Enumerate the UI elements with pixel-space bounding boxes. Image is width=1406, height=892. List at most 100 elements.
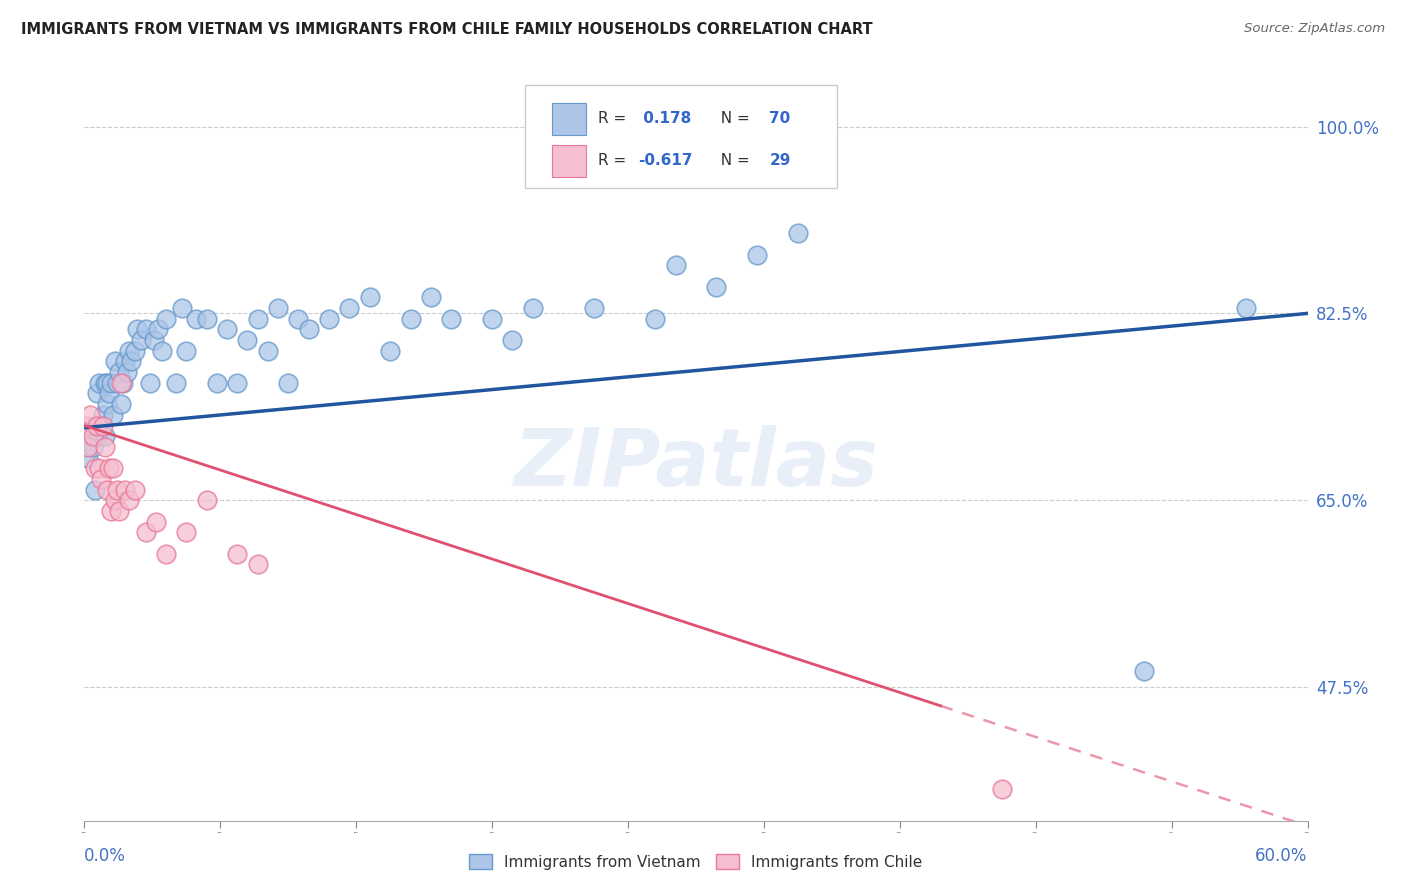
Point [93,376,115,390]
Point [82,440,104,454]
Point [104,493,127,508]
Point [142,333,165,347]
Point [318,311,340,326]
Point [114,483,136,497]
Point [97,386,120,401]
Point [277,376,299,390]
Point [96,483,118,497]
Point [339,301,361,315]
Point [481,311,503,326]
Point [100,376,122,390]
Point [246,558,269,572]
Point [174,525,197,540]
Point [83,483,105,497]
Point [101,461,124,475]
Point [420,290,443,304]
Point [226,376,249,390]
Point [105,483,128,497]
Text: ZIPatlas: ZIPatlas [513,425,879,503]
Point [257,343,280,358]
Point [380,343,402,358]
Point [236,333,259,347]
Point [83,461,105,475]
Point [77,440,100,454]
Point [90,418,112,433]
Point [186,311,208,326]
Text: 0.178: 0.178 [638,112,692,127]
Point [77,450,100,465]
Point [522,301,544,315]
Point [96,397,118,411]
Point [96,376,118,390]
Point [747,247,769,261]
Point [91,408,114,422]
Point [205,376,228,390]
Point [120,354,142,368]
Text: Source: ZipAtlas.com: Source: ZipAtlas.com [1244,22,1385,36]
Point [440,311,463,326]
Point [105,376,128,390]
Text: 0.0%: 0.0% [84,847,127,865]
Text: 60.0%: 60.0% [1256,847,1308,865]
Text: N =: N = [710,153,754,169]
Point [174,343,197,358]
Point [1236,301,1258,315]
Legend: Immigrants from Vietnam, Immigrants from Chile: Immigrants from Vietnam, Immigrants from… [470,855,922,870]
Point [124,343,146,358]
Point [267,301,290,315]
Point [100,504,122,518]
Bar [551,103,586,135]
Text: N =: N = [710,112,754,127]
Point [131,333,153,347]
Point [110,376,132,390]
Point [93,440,115,454]
Point [399,311,422,326]
Bar [551,145,586,177]
Point [90,472,112,486]
Point [583,301,606,315]
Point [91,418,114,433]
Point [502,333,524,347]
Point [150,343,173,358]
Point [787,227,810,241]
Text: R =: R = [598,153,631,169]
Point [87,418,110,433]
Point [75,418,97,433]
Point [287,311,309,326]
Point [138,376,160,390]
Point [706,279,728,293]
Point [246,311,269,326]
Point [82,429,104,443]
Point [87,461,110,475]
Point [110,397,132,411]
Point [93,429,115,443]
Point [101,408,124,422]
Point [124,483,146,497]
Point [665,258,688,272]
Point [127,322,149,336]
Point [118,493,141,508]
Point [644,311,666,326]
Point [298,322,321,336]
Point [108,365,131,379]
FancyBboxPatch shape [524,85,837,187]
Point [135,322,157,336]
Point [75,440,97,454]
Text: 29: 29 [769,153,790,169]
Text: R =: R = [598,112,631,127]
Point [86,429,108,443]
Point [195,311,218,326]
Point [83,418,105,433]
Point [86,386,108,401]
Point [112,376,135,390]
Point [104,354,127,368]
Point [359,290,381,304]
Point [135,525,157,540]
Point [118,343,141,358]
Point [155,311,177,326]
Text: 70: 70 [769,112,790,127]
Point [79,429,101,443]
Point [991,781,1014,796]
Point [217,322,239,336]
Point [172,301,194,315]
